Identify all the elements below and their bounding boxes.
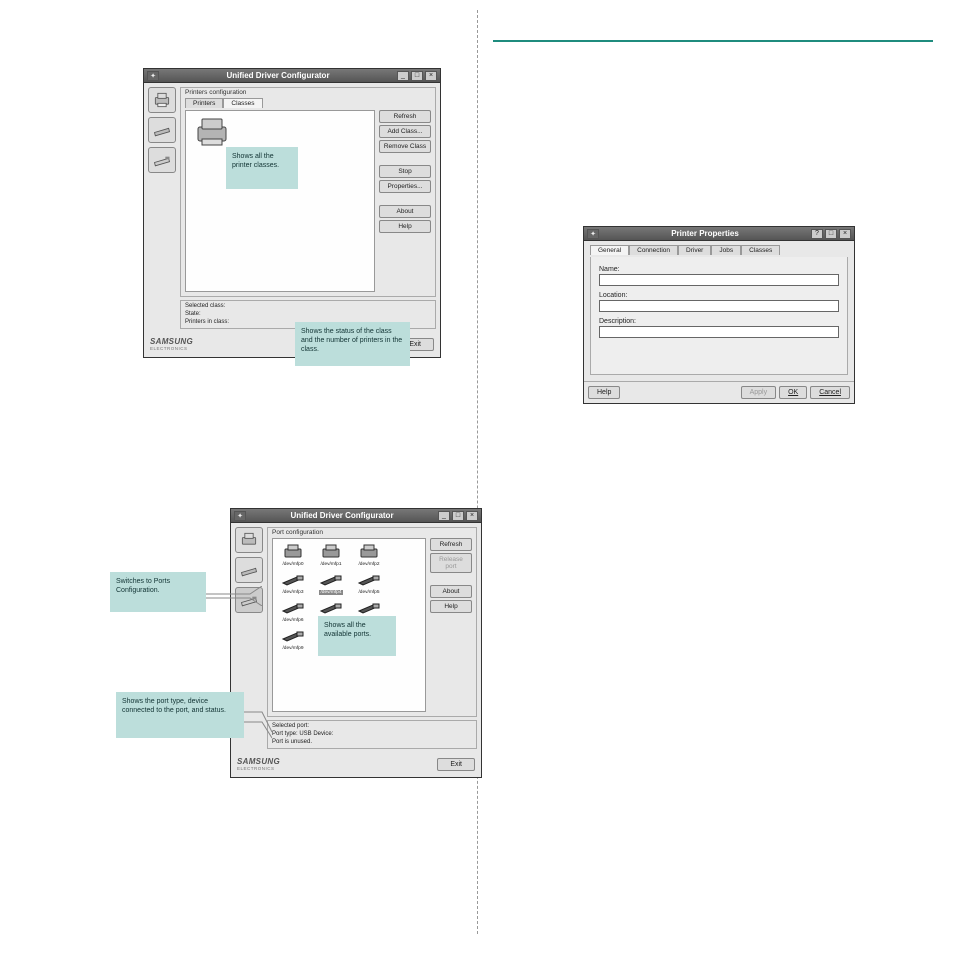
maximize-icon[interactable]: □ [452,511,464,521]
port-label: /dev/mfp9 [282,646,303,651]
status-l2: Port type: USB Device: [272,731,472,739]
maximize-icon[interactable]: □ [411,71,423,81]
titlebar-title: Unified Driver Configurator [246,511,438,520]
input-location[interactable] [599,300,839,312]
sidebar-printers-icon[interactable] [148,87,176,113]
help-icon[interactable]: ? [811,229,823,239]
sidebar-printers-icon[interactable] [235,527,263,553]
group-legend: Printers configuration [185,89,431,96]
port-label: /dev/mfp3 [282,590,303,595]
properties-button[interactable]: Properties... [379,180,431,193]
port-label: /dev/mfp2 [358,562,379,567]
status-box: Selected port: Port type: USB Device: Po… [267,720,477,749]
callout-ports-list: Shows all the available ports. [318,616,396,656]
port-item[interactable]: /dev/mfp2 [353,543,385,567]
add-class-button[interactable]: Add Class... [379,125,431,138]
window-printer-properties: ✦ Printer Properties ? □ × General Conne… [583,226,855,404]
port-item[interactable]: /dev/mfp3 [277,571,309,595]
port-item[interactable]: /dev/mfp1 [315,543,347,567]
callout-pointer [244,710,272,740]
ok-button[interactable]: OK [779,386,807,399]
callout-ports-status: Shows the port type, device connected to… [116,692,244,738]
samsung-logo: SAMSUNG [237,757,280,766]
stop-button[interactable]: Stop [379,165,431,178]
status-l2: State: [185,311,431,319]
about-button[interactable]: About [430,585,472,598]
minimize-icon[interactable]: _ [438,511,450,521]
titlebar-title: Printer Properties [599,229,811,238]
column-divider [477,10,478,934]
sysmenu-icon[interactable]: ✦ [587,229,599,239]
close-icon[interactable]: × [839,229,851,239]
refresh-button[interactable]: Refresh [430,538,472,551]
sysmenu-icon[interactable]: ✦ [147,71,159,81]
input-name[interactable] [599,274,839,286]
release-port-button[interactable]: Release port [430,553,472,573]
help-button[interactable]: Help [379,220,431,233]
apply-button[interactable]: Apply [741,386,777,399]
section-rule-right [493,40,933,42]
cancel-button[interactable]: Cancel [810,386,850,399]
tab-driver[interactable]: Driver [678,245,711,255]
port-item[interactable]: /dev/mfp0 [277,543,309,567]
window-udc-classes: ✦ Unified Driver Configurator _ □ × [143,68,441,358]
group-legend: Port configuration [272,529,472,536]
callout-classes-list: Shows all the printer classes. [226,147,298,189]
sidebar-scanner-icon[interactable] [148,117,176,143]
label-location: Location: [599,292,839,299]
close-icon[interactable]: × [466,511,478,521]
port-label: /dev/mfp0 [282,562,303,567]
port-item[interactable]: /dev/mfp4 [315,571,347,595]
sidebar-scanner-icon[interactable] [235,557,263,583]
tab-jobs[interactable]: Jobs [711,245,741,255]
help-button[interactable]: Help [430,600,472,613]
tab-connection[interactable]: Connection [629,245,678,255]
refresh-button[interactable]: Refresh [379,110,431,123]
callout-classes-status: Shows the status of the class and the nu… [295,322,410,366]
callout-text: Shows all the printer classes. [232,153,279,169]
minimize-icon[interactable]: _ [397,71,409,81]
label-name: Name: [599,266,839,273]
port-item[interactable]: /dev/mfp9 [277,627,309,651]
port-label: /dev/mfp6 [282,618,303,623]
samsung-logo: SAMSUNG [150,337,193,346]
help-button[interactable]: Help [588,386,620,399]
status-l1: Selected class: [185,303,431,311]
about-button[interactable]: About [379,205,431,218]
close-icon[interactable]: × [425,71,437,81]
titlebar-title: Unified Driver Configurator [159,71,397,80]
tab-classes[interactable]: Classes [741,245,780,255]
port-label: /dev/mfp1 [320,562,341,567]
port-item[interactable]: /dev/mfp5 [353,571,385,595]
port-label: /dev/mfp5 [358,590,379,595]
classes-listbox[interactable]: Shows all the printer classes. [185,110,375,292]
callout-text: Shows all the available ports. [324,622,371,638]
label-description: Description: [599,318,839,325]
callout-text: Shows the port type, device connected to… [122,698,226,714]
logo-sub: ELECTRONICS [237,766,280,771]
exit-button[interactable]: Exit [437,758,475,771]
remove-class-button[interactable]: Remove Class [379,140,431,153]
cancel-label: Cancel [819,389,841,396]
callout-ports-switch: Switches to Ports Configuration. [110,572,206,612]
sidebar-ports-icon[interactable] [148,147,176,173]
tab-general[interactable]: General [590,245,629,255]
tab-classes[interactable]: Classes [223,98,262,108]
ok-label: OK [788,389,798,396]
port-item[interactable]: /dev/mfp6 [277,599,309,623]
maximize-icon[interactable]: □ [825,229,837,239]
status-l3: Port is unused. [272,739,472,747]
logo-sub: ELECTRONICS [150,346,193,351]
tab-printers[interactable]: Printers [185,98,223,108]
status-l1: Selected port: [272,723,472,731]
callout-text: Switches to Ports Configuration. [116,578,170,594]
input-description[interactable] [599,326,839,338]
port-label: /dev/mfp4 [319,590,342,595]
callout-text: Shows the status of the class and the nu… [301,328,402,353]
callout-pointer [206,586,262,606]
sysmenu-icon[interactable]: ✦ [234,511,246,521]
